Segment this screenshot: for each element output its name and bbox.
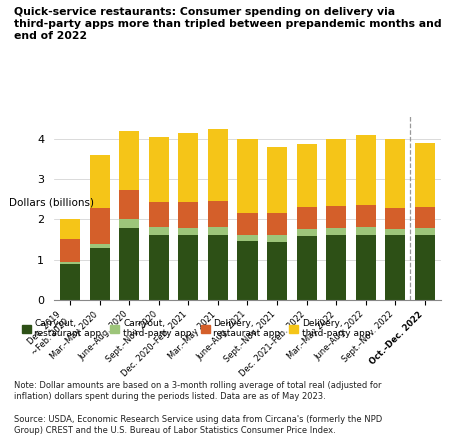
Bar: [119, 219, 140, 228]
Bar: [90, 243, 110, 248]
Bar: [385, 235, 405, 300]
Text: Dollars (billions): Dollars (billions): [9, 198, 94, 208]
Bar: [208, 129, 228, 201]
Bar: [149, 202, 169, 228]
Bar: [149, 228, 169, 235]
Bar: [119, 228, 140, 300]
Bar: [119, 191, 140, 219]
Bar: [90, 208, 110, 243]
Bar: [267, 147, 287, 213]
Bar: [208, 235, 228, 300]
Bar: [208, 201, 228, 228]
Bar: [149, 235, 169, 300]
Bar: [297, 229, 317, 236]
Bar: [385, 139, 405, 208]
Bar: [326, 139, 346, 206]
Bar: [267, 235, 287, 242]
Bar: [238, 235, 257, 241]
Bar: [208, 228, 228, 235]
Bar: [326, 235, 346, 300]
Bar: [60, 239, 80, 262]
Bar: [326, 228, 346, 235]
Bar: [178, 228, 198, 235]
Bar: [297, 207, 317, 229]
Text: Note: Dollar amounts are based on a 3-month rolling average of total real (adjus: Note: Dollar amounts are based on a 3-mo…: [14, 381, 381, 401]
Text: Quick-service restaurants: Consumer spending on delivery via
third-party apps mo: Quick-service restaurants: Consumer spen…: [14, 7, 441, 41]
Bar: [90, 248, 110, 300]
Bar: [178, 202, 198, 228]
Bar: [238, 241, 257, 300]
Bar: [326, 206, 346, 228]
Legend: Carryout,
restaurant app, Carryout,
third-party app, Delivery,
restaurant app, D: Carryout, restaurant app, Carryout, thir…: [18, 315, 374, 342]
Bar: [149, 137, 169, 202]
Bar: [60, 265, 80, 300]
Bar: [60, 219, 80, 239]
Bar: [238, 139, 257, 213]
Bar: [178, 133, 198, 202]
Bar: [267, 213, 287, 235]
Bar: [356, 205, 376, 228]
Bar: [267, 242, 287, 300]
Bar: [90, 155, 110, 208]
Text: Source: USDA, Economic Research Service using data from Circana's (formerly the : Source: USDA, Economic Research Service …: [14, 415, 382, 435]
Bar: [356, 235, 376, 300]
Bar: [415, 143, 435, 207]
Bar: [356, 228, 376, 235]
Bar: [178, 235, 198, 300]
Bar: [415, 235, 435, 300]
Bar: [385, 208, 405, 228]
Bar: [297, 236, 317, 300]
Bar: [60, 262, 80, 265]
Bar: [356, 135, 376, 205]
Bar: [415, 207, 435, 228]
Bar: [385, 228, 405, 235]
Bar: [415, 228, 435, 235]
Bar: [238, 213, 257, 235]
Bar: [297, 144, 317, 207]
Bar: [119, 131, 140, 191]
